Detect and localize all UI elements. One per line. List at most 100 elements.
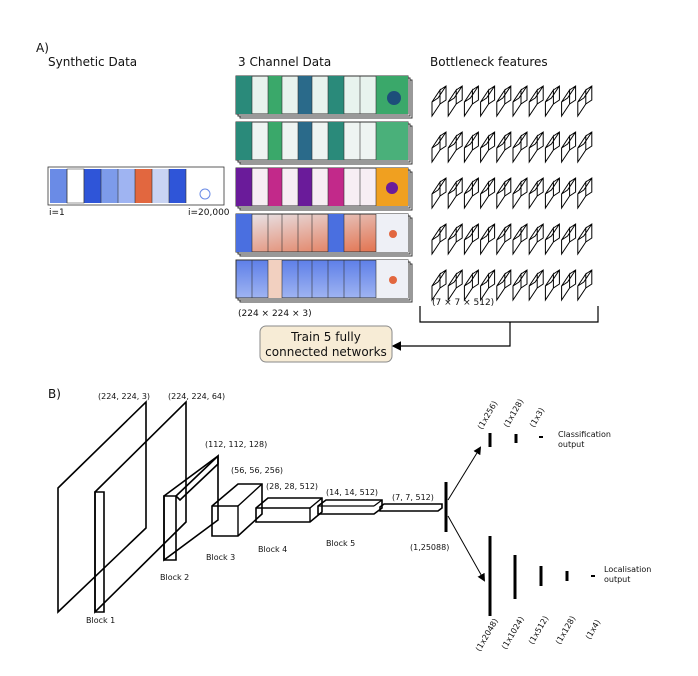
panel-a-label: A) — [36, 41, 49, 55]
train-line-2: connected networks — [265, 345, 387, 359]
class-dim-3: (1x3) — [528, 406, 546, 429]
bottleneck-cuboid — [577, 223, 593, 256]
bottleneck-cuboid — [480, 177, 496, 210]
bottleneck-cuboid — [447, 177, 463, 210]
bottleneck-cuboid — [431, 269, 447, 302]
bottleneck-cuboid — [528, 269, 544, 302]
flatten-label: (1,25088) — [410, 543, 449, 552]
localisation-head — [488, 536, 595, 616]
bottleneck-cuboid — [496, 177, 512, 210]
bottleneck-cuboid — [561, 223, 577, 256]
bottleneck-cuboid — [431, 223, 447, 256]
shape-label-5: (28, 28, 512) — [266, 482, 318, 491]
classification-label-2: output — [558, 440, 584, 449]
channel-stack-row-2 — [235, 121, 413, 165]
bottleneck-cuboid — [512, 269, 528, 302]
bottleneck-cuboid — [528, 177, 544, 210]
block-4-volume — [255, 497, 323, 523]
input-shape-label: (224 × 224 × 3) — [238, 309, 312, 319]
bottleneck-cuboid — [463, 269, 479, 302]
loc-dim-4: (1x128) — [554, 614, 577, 646]
bottleneck-title: Bottleneck features — [430, 55, 548, 69]
bottleneck-cuboid — [561, 177, 577, 210]
bottleneck-cuboid — [512, 223, 528, 256]
bottleneck-cuboid — [561, 85, 577, 118]
shape-label-7: (7, 7, 512) — [392, 493, 434, 502]
bottleneck-cuboid — [463, 131, 479, 164]
loc-dim-2: (1x1024) — [500, 615, 526, 651]
block-3-volume — [211, 483, 263, 537]
bottleneck-feature-rows — [431, 85, 593, 302]
train-line-1: Train 5 fully — [290, 330, 361, 344]
bottleneck-cuboid — [544, 177, 560, 210]
shape-label-4: (56, 56, 256) — [231, 466, 283, 475]
arrow-to-localisation — [447, 515, 485, 582]
bottleneck-cuboid — [544, 223, 560, 256]
bottleneck-cuboid — [577, 269, 593, 302]
classification-label-1: Classification — [558, 430, 611, 439]
shape-label-2: (224, 224, 64) — [168, 392, 225, 401]
bottleneck-cuboid — [431, 131, 447, 164]
bottleneck-cuboid — [577, 85, 593, 118]
bottleneck-row — [431, 85, 593, 118]
bottleneck-cuboid — [544, 131, 560, 164]
bottleneck-cuboid — [528, 223, 544, 256]
classification-head — [488, 433, 543, 447]
three-channel-title: 3 Channel Data — [238, 55, 331, 69]
bottleneck-cuboid — [480, 223, 496, 256]
synthetic-data-strip — [47, 166, 225, 206]
bottleneck-cuboid — [463, 223, 479, 256]
shape-label-6: (14, 14, 512) — [326, 488, 378, 497]
class-dim-1: (1x256) — [476, 399, 499, 431]
block-2-volume — [163, 454, 219, 562]
channel-stack-row-5 — [235, 259, 413, 303]
block-1-label: Block 1 — [86, 616, 115, 625]
bottleneck-cuboid — [512, 85, 528, 118]
bottleneck-row — [431, 131, 593, 164]
bottleneck-cuboid — [480, 85, 496, 118]
shape-label-1: (224, 224, 3) — [98, 392, 150, 401]
loc-dim-3: (1x512) — [527, 614, 550, 646]
bottleneck-cuboid — [512, 131, 528, 164]
bottleneck-cuboid — [577, 177, 593, 210]
block-3-label: Block 3 — [206, 553, 235, 562]
block-2-label: Block 2 — [160, 573, 189, 582]
channel-stack-row-3 — [235, 167, 413, 211]
bottleneck-cuboid — [431, 177, 447, 210]
train-networks-box: Train 5 fully connected networks — [259, 325, 393, 363]
bottleneck-cuboid — [447, 269, 463, 302]
channel-stack-row-4 — [235, 213, 413, 257]
bottleneck-cuboid — [528, 131, 544, 164]
arrow-to-classification — [447, 446, 482, 501]
bottleneck-cuboid — [544, 269, 560, 302]
block-1-volume — [57, 400, 187, 614]
bottleneck-cuboid — [512, 177, 528, 210]
block-5-label: Block 5 — [326, 539, 355, 548]
bottleneck-cuboid — [447, 85, 463, 118]
synthetic-data-title: Synthetic Data — [48, 55, 137, 69]
bottleneck-cuboid — [528, 85, 544, 118]
block-4-label: Block 4 — [258, 545, 287, 554]
bottleneck-cuboid — [544, 85, 560, 118]
bottleneck-row — [431, 223, 593, 256]
localisation-label-2: output — [604, 575, 630, 584]
bottleneck-cuboid — [577, 131, 593, 164]
final-volume — [379, 503, 443, 512]
bottleneck-bracket — [391, 306, 599, 351]
bottleneck-cuboid — [496, 269, 512, 302]
panel-b-label: B) — [48, 387, 61, 401]
bottleneck-row — [431, 177, 593, 210]
bottleneck-row — [431, 269, 593, 302]
block-5-volume — [317, 499, 383, 515]
bottleneck-cuboid — [480, 269, 496, 302]
class-dim-2: (1x128) — [502, 397, 525, 429]
bottleneck-cuboid — [496, 131, 512, 164]
bottleneck-cuboid — [561, 269, 577, 302]
shape-label-3: (112, 112, 128) — [205, 440, 267, 449]
bottleneck-cuboid — [561, 131, 577, 164]
bottleneck-cuboid — [447, 223, 463, 256]
bottleneck-cuboid — [496, 85, 512, 118]
bottleneck-cuboid — [463, 177, 479, 210]
index-end-label: i=20,000 — [188, 208, 230, 218]
channel-frame-dividers — [251, 76, 377, 298]
